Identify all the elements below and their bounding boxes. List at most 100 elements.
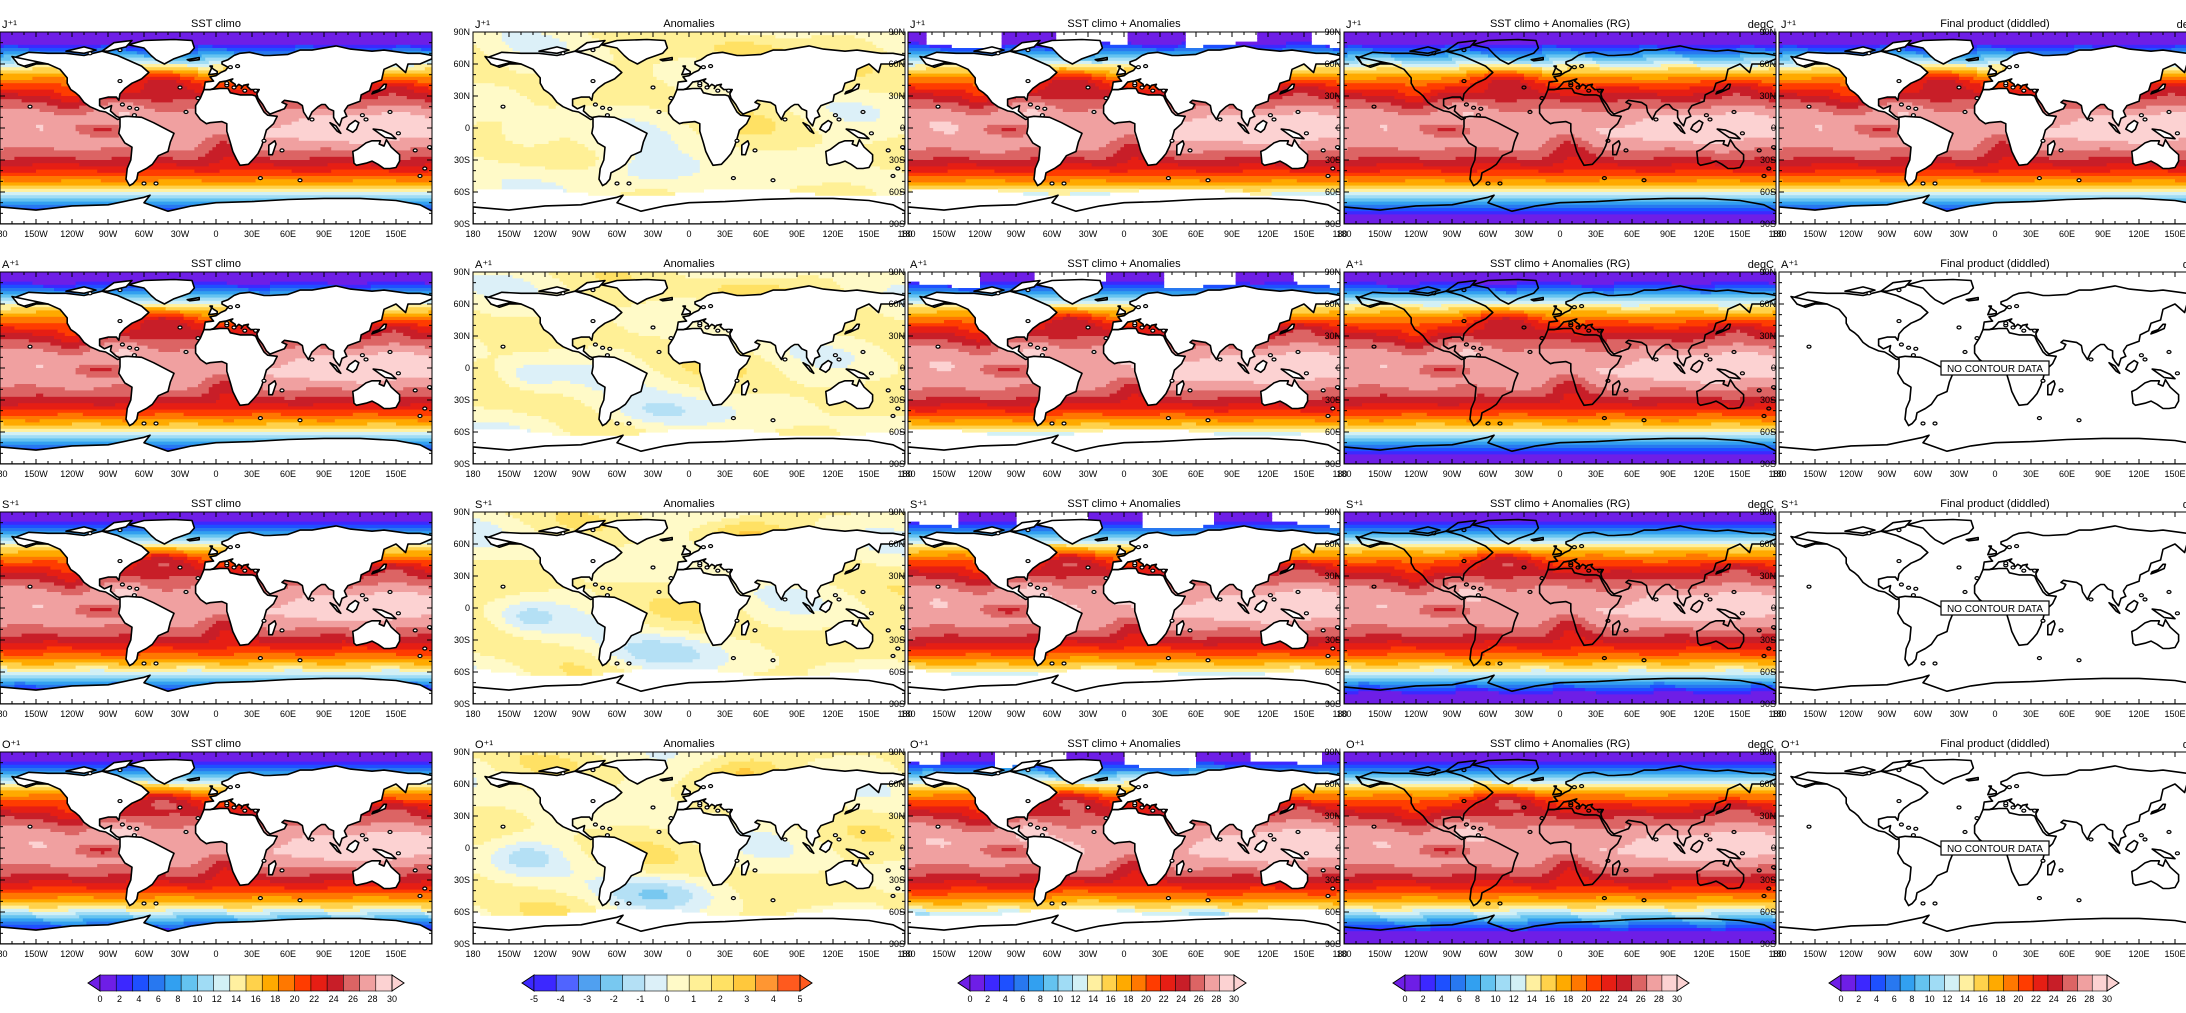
lat-tick-label: 90S (454, 939, 470, 949)
colorbar-label: 28 (368, 994, 378, 1004)
lat-tick-label: 30S (889, 635, 905, 645)
island (890, 893, 896, 899)
island (614, 421, 620, 426)
island (697, 561, 703, 566)
coastline (1094, 296, 1108, 302)
map-panel (907, 751, 1341, 945)
coastline (1035, 38, 1104, 65)
colorbar-swatch (1840, 974, 1857, 992)
map-panel (1343, 751, 1777, 945)
island (1431, 51, 1437, 56)
coastline (845, 608, 870, 620)
coastline (1897, 115, 1954, 187)
colorbar-label: 0 (967, 994, 972, 1004)
lon-tick-label: 30E (1152, 709, 1168, 719)
coastline (802, 841, 815, 855)
lat-tick-label: 90S (1325, 459, 1341, 469)
island (1325, 413, 1331, 419)
island (231, 565, 237, 570)
lon-tick-label: 60E (1188, 949, 1204, 959)
island (1731, 109, 1737, 115)
coastline (1696, 138, 1745, 170)
island (734, 618, 740, 623)
island (1431, 291, 1437, 296)
lat-tick-label: 60S (1760, 907, 1776, 917)
colorbar-swatch (99, 974, 117, 992)
colorbar-label: 14 (1960, 994, 1970, 1004)
lon-tick-label: 120W (968, 949, 992, 959)
island (752, 868, 758, 873)
island (1320, 868, 1326, 873)
lon-tick-label: 180 (900, 949, 915, 959)
row-label: O⁺¹ (1781, 739, 1799, 751)
units-label: degC (2183, 259, 2186, 271)
field-layer (908, 512, 1340, 704)
island (500, 824, 506, 829)
island (1896, 798, 1902, 804)
coastline (919, 775, 957, 787)
lat-tick-label: 0 (1771, 843, 1776, 853)
island (261, 138, 267, 143)
island (2088, 117, 2094, 122)
island (1042, 106, 1048, 111)
island (626, 181, 632, 186)
island (2174, 371, 2180, 376)
field-layer (473, 512, 905, 704)
lon-tick-label: 30E (1152, 229, 1168, 239)
coastline (1715, 323, 1732, 335)
island (2031, 568, 2038, 573)
coastline (1612, 860, 1621, 876)
lon-tick-label: 30E (1588, 229, 1604, 239)
lat-tick-label: 90S (1325, 219, 1341, 229)
coastline (802, 601, 815, 615)
lon-tick-label: 60E (1188, 469, 1204, 479)
lon-tick-label: 30E (1152, 949, 1168, 959)
coastline (1116, 785, 1126, 796)
lon-tick-label: 60E (1624, 949, 1640, 959)
colorbar-swatch (1631, 974, 1648, 992)
lon-tick-label: 60E (2059, 229, 2075, 239)
island (1205, 658, 1211, 663)
lat-tick-label: 90S (889, 939, 905, 949)
coastline (2125, 599, 2139, 614)
lon-tick-label: 60W (1479, 469, 1498, 479)
lon-tick-label: 120W (533, 709, 557, 719)
coastline (659, 296, 673, 302)
island (1539, 96, 1545, 101)
lon-tick-label: 150W (497, 949, 521, 959)
island (607, 346, 613, 351)
island (1898, 822, 1905, 827)
island (1623, 388, 1629, 393)
island (1463, 342, 1470, 347)
lon-tick-label: 150W (1803, 709, 1827, 719)
lat-tick-label: 90S (1325, 699, 1341, 709)
lon-tick-label: 90E (2095, 229, 2111, 239)
lon-tick-label: 30W (1515, 709, 1534, 719)
island (1027, 582, 1034, 587)
lon-tick-label: 60E (753, 949, 769, 959)
lat-tick-label: 30S (454, 875, 470, 885)
lon-tick-label: 0 (686, 709, 691, 719)
island (2174, 611, 2180, 616)
coastline (1357, 530, 1494, 601)
island (1956, 325, 1962, 330)
coastline (1409, 286, 1441, 295)
island (697, 801, 703, 806)
island (1039, 833, 1046, 838)
colorbar-label: 10 (1925, 994, 1935, 1004)
no-data-box (1940, 840, 2050, 856)
lon-tick-label: 30W (1515, 949, 1534, 959)
coastline (1880, 519, 1912, 532)
island (1463, 582, 1470, 587)
lon-tick-label: 90W (1007, 949, 1026, 959)
colorbar-swatch (733, 974, 757, 992)
colorbar-swatch (1028, 974, 1045, 992)
lon-tick-label: 150W (1803, 229, 1827, 239)
island (1267, 833, 1274, 838)
island (725, 568, 732, 573)
island (131, 113, 137, 118)
lat-tick-label: 30N (1324, 91, 1341, 101)
coastline (118, 595, 175, 667)
colorbar-max-triangle (799, 974, 813, 992)
island (592, 822, 599, 827)
